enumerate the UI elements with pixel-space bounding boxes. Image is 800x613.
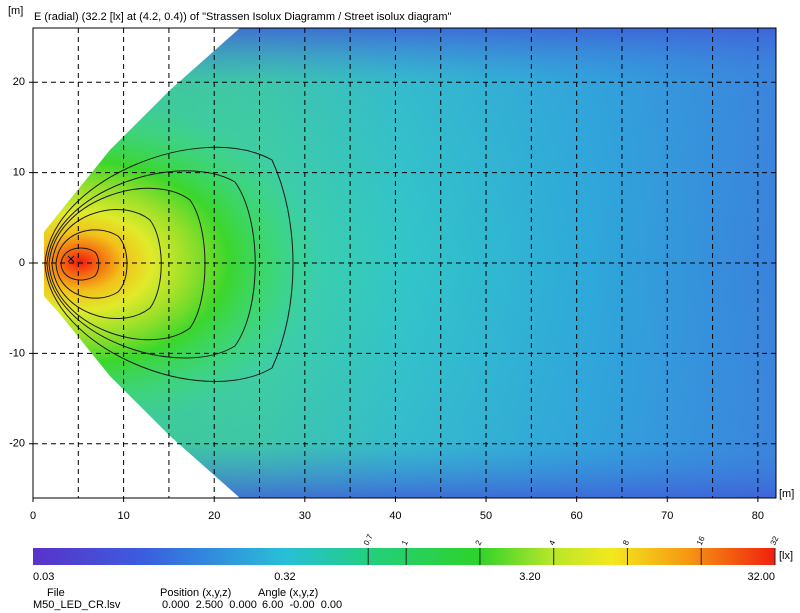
colorbar-contour-label: 32 — [769, 534, 781, 546]
x-tick-label: 30 — [299, 510, 311, 522]
position-label: Position (x,y,z) — [160, 587, 231, 599]
colorbar-unit: [lx] — [779, 550, 793, 562]
colorbar-contour-label: 8 — [621, 538, 631, 546]
colorbar-tick-label: 32.00 — [747, 571, 775, 583]
x-tick-label: 10 — [117, 510, 129, 522]
footer: File M50_LED_CR.lsv Position (x,y,z) 0.0… — [33, 587, 342, 611]
colorbar-tick-label: 3.20 — [519, 571, 540, 583]
y-tick-label: 0 — [19, 257, 25, 269]
contour-lines — [44, 146, 294, 382]
colorbar — [33, 548, 775, 565]
x-tick-label: 0 — [30, 510, 36, 522]
angle-label: Angle (x,y,z) — [258, 587, 318, 599]
y-tick-label: -20 — [9, 438, 25, 450]
colorbar-contour-label: 16 — [695, 534, 707, 546]
x-tick-label: 60 — [571, 510, 583, 522]
colorbar-tick-label: 0.32 — [274, 571, 295, 583]
heatmap — [44, 28, 776, 498]
x-tick-label: 20 — [208, 510, 220, 522]
colorbar-tick-label: 0.03 — [33, 571, 54, 583]
chart-title: E (radial) (32.2 [lx] at (4.2, 0.4)) of … — [34, 11, 452, 23]
colorbar-contour-label: 4 — [547, 538, 557, 546]
colorbar-contour-label: 0.7 — [362, 532, 375, 546]
colorbar-contour-label: 1 — [400, 538, 410, 546]
position-value: 0.000 2.500 0.000 — [162, 599, 257, 611]
colorbar-contour-label: 2 — [474, 538, 484, 546]
x-axis-unit: [m] — [779, 488, 794, 500]
x-tick-label: 70 — [661, 510, 673, 522]
y-tick-label: 20 — [13, 76, 25, 88]
angle-value: 6.00 -0.00 0.00 — [262, 599, 342, 611]
y-axis-unit: [m] — [8, 5, 23, 17]
x-tick-label: 50 — [480, 510, 492, 522]
x-tick-label: 80 — [752, 510, 764, 522]
y-tick-label: 10 — [13, 167, 25, 179]
file-name: M50_LED_CR.lsv — [33, 599, 121, 611]
x-tick-label: 40 — [389, 510, 401, 522]
file-label: File — [47, 587, 65, 599]
y-tick-label: -10 — [9, 347, 25, 359]
